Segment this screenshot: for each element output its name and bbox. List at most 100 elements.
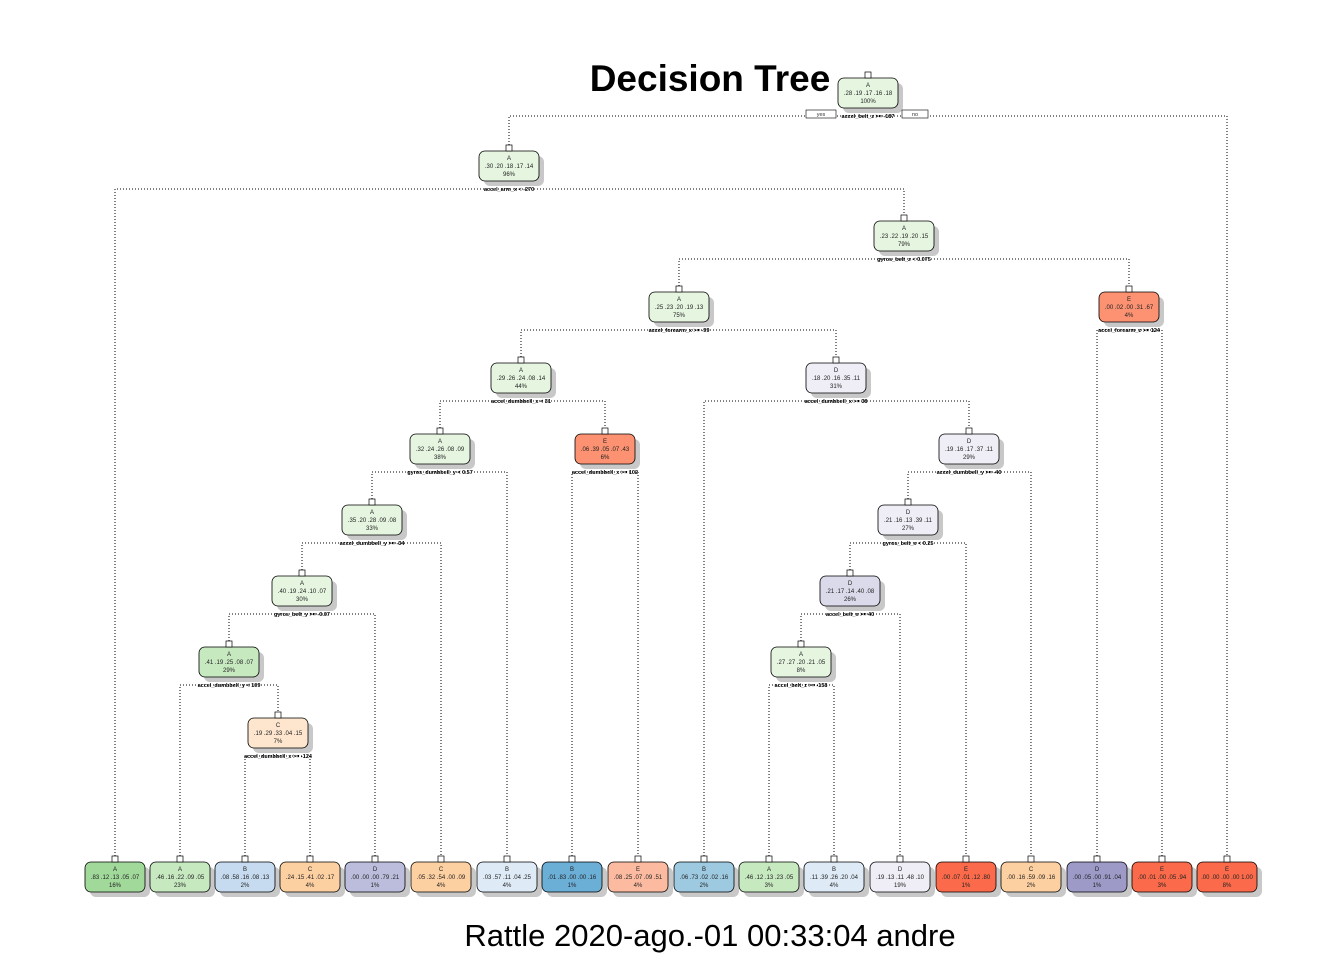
node-class-label: E xyxy=(636,867,640,873)
node-class-probs: .28 .19 .17 .16 .18 xyxy=(844,91,893,97)
yes-branch-label: yes xyxy=(817,112,826,118)
node-percent: 26% xyxy=(844,597,857,603)
node-class-probs: .32 .24 .26 .08 .09 xyxy=(416,447,465,453)
split-node: A .30 .20 .18 .17 .14 96% accel_arm_x < -27… xyxy=(478,144,544,193)
node-class-label: C xyxy=(1029,867,1034,873)
node-class-probs: .23 .22 .19 .20 .15 xyxy=(880,234,929,240)
tree-edge xyxy=(571,471,639,856)
node-class-probs: .00 .07 .01 .12 .80 xyxy=(942,875,991,881)
split-condition: accel_dumbbell_x >= 38 xyxy=(805,399,868,405)
split-node: A .25 .23 .20 .19 .13 75% accel_forearm_x >… xyxy=(649,285,714,334)
leaf-node: A .46 .16 .22 .09 .05 23% xyxy=(149,855,215,897)
node-class-probs: .41 .19 .25 .08 .07 xyxy=(205,660,254,666)
tree-edge xyxy=(114,188,905,856)
node-class-label: D xyxy=(967,439,972,445)
leaf-node: B .01 .83 .00 .00 .16 1% xyxy=(541,855,607,897)
node-number-tag xyxy=(505,144,513,152)
split-condition: gyros_belt_x < 0.25 xyxy=(883,541,934,547)
leaf-node: C .05 .32 .54 .00 .09 4% xyxy=(410,855,476,897)
leaf-node: E .00 .01 .00 .05 .94 3% xyxy=(1131,855,1197,897)
node-class-label: A xyxy=(370,510,374,516)
node-percent: 29% xyxy=(963,455,976,461)
node-number-tag xyxy=(962,855,970,863)
node-percent: 4% xyxy=(437,883,446,889)
node-number-tag xyxy=(896,855,904,863)
tree-edge xyxy=(301,542,442,856)
node-number-tag xyxy=(965,427,973,435)
node-class-label: D xyxy=(848,581,853,587)
split-condition: accel_forearm_x >= -99 xyxy=(649,328,710,334)
node-class-probs: .00 .00 .00 .00 1.00 xyxy=(1201,875,1253,881)
split-condition: gyros_belt_y >= -0.07 xyxy=(274,612,330,618)
node-percent: 8% xyxy=(1223,883,1232,889)
node-percent: 2% xyxy=(700,883,709,889)
leaf-node: A .83 .12 .13 .05 .07 16% xyxy=(84,855,150,897)
node-percent: 3% xyxy=(1158,883,1167,889)
leaf-node: E .08 .25 .07 .09 .51 4% xyxy=(607,855,673,897)
node-class-label: A xyxy=(507,156,511,162)
node-percent: 3% xyxy=(765,883,774,889)
split-node: C .19 .29 .33 .04 .15 7% accel_dumbbell_x >… xyxy=(244,711,313,760)
tree-edge xyxy=(849,542,967,856)
node-class-label: E xyxy=(1127,297,1131,303)
node-number-tag xyxy=(846,569,854,577)
node-number-tag xyxy=(306,855,314,863)
node-class-probs: .27 .27 .20 .21 .05 xyxy=(777,660,826,666)
node-number-tag xyxy=(274,711,282,719)
node-class-label: B xyxy=(243,867,247,873)
node-number-tag xyxy=(864,71,872,79)
split-node: A .27 .27 .20 .21 .05 8% accel_belt_z >= -1… xyxy=(770,640,836,689)
no-branch-label: no xyxy=(912,112,918,118)
node-percent: 4% xyxy=(503,883,512,889)
node-class-probs: .19 .16 .17 .37 .11 xyxy=(945,447,994,453)
node-class-label: E xyxy=(1160,867,1164,873)
node-percent: 6% xyxy=(601,455,610,461)
node-number-tag xyxy=(700,855,708,863)
node-class-probs: .46 .16 .22 .09 .05 xyxy=(156,875,205,881)
tree-edge xyxy=(244,755,311,856)
node-class-probs: .08 .58 .16 .08 .13 xyxy=(221,875,270,881)
split-node: A .28 .19 .17 .16 .18 100% accel_belt_z >= … xyxy=(837,71,903,120)
node-percent: 4% xyxy=(830,883,839,889)
node-number-tag xyxy=(1125,285,1133,293)
tree-edge xyxy=(678,258,1130,286)
node-number-tag xyxy=(675,285,683,293)
node-class-probs: .05 .32 .54 .00 .09 xyxy=(417,875,466,881)
node-number-tag xyxy=(797,640,805,648)
node-class-label: A xyxy=(519,368,523,374)
node-class-probs: .40 .19 .24 .10 .07 xyxy=(278,589,327,595)
split-node: D .21 .17 .14 .40 .08 26% accel_belt_x >= 4… xyxy=(819,569,885,618)
node-class-label: E xyxy=(964,867,968,873)
node-percent: 7% xyxy=(274,739,283,745)
tree-edge xyxy=(768,684,835,856)
node-percent: 38% xyxy=(434,455,447,461)
node-percent: 30% xyxy=(296,597,309,603)
node-percent: 33% xyxy=(366,526,379,532)
node-percent: 1% xyxy=(962,883,971,889)
node-class-label: B xyxy=(702,867,706,873)
tree-edge xyxy=(907,471,1032,856)
node-class-label: E xyxy=(1225,867,1229,873)
split-node: D .18 .20 .16 .35 .11 31% accel_dumbbell_x … xyxy=(805,356,871,405)
split-condition: accel_dumbbell_x >= 102 xyxy=(572,470,638,476)
tree-edge xyxy=(508,115,1228,856)
node-percent: 1% xyxy=(371,883,380,889)
node-percent: 29% xyxy=(223,668,236,674)
node-percent: 4% xyxy=(306,883,315,889)
node-class-label: C xyxy=(439,867,444,873)
tree-edge xyxy=(703,400,970,856)
node-class-label: C xyxy=(308,867,313,873)
node-number-tag xyxy=(1093,855,1101,863)
node-class-probs: .24 .15 .41 .02 .17 xyxy=(286,875,335,881)
node-percent: 8% xyxy=(797,668,806,674)
node-percent: 2% xyxy=(1027,883,1036,889)
split-condition: gyros_belt_z < 0.075 xyxy=(877,257,931,263)
tree-edge xyxy=(179,684,279,856)
leaf-node: E .00 .00 .00 .00 1.00 8% xyxy=(1196,855,1262,897)
leaf-node: B .08 .58 .16 .08 .13 2% xyxy=(214,855,280,897)
tree-edge xyxy=(439,400,606,428)
node-percent: 100% xyxy=(860,99,876,105)
node-class-probs: .06 .39 .05 .07 .43 xyxy=(581,447,630,453)
split-node: E .06 .39 .05 .07 .43 6% accel_dumbbell_x >… xyxy=(572,427,640,476)
split-condition: gyros_dumbbell_y < 0.57 xyxy=(407,470,473,476)
